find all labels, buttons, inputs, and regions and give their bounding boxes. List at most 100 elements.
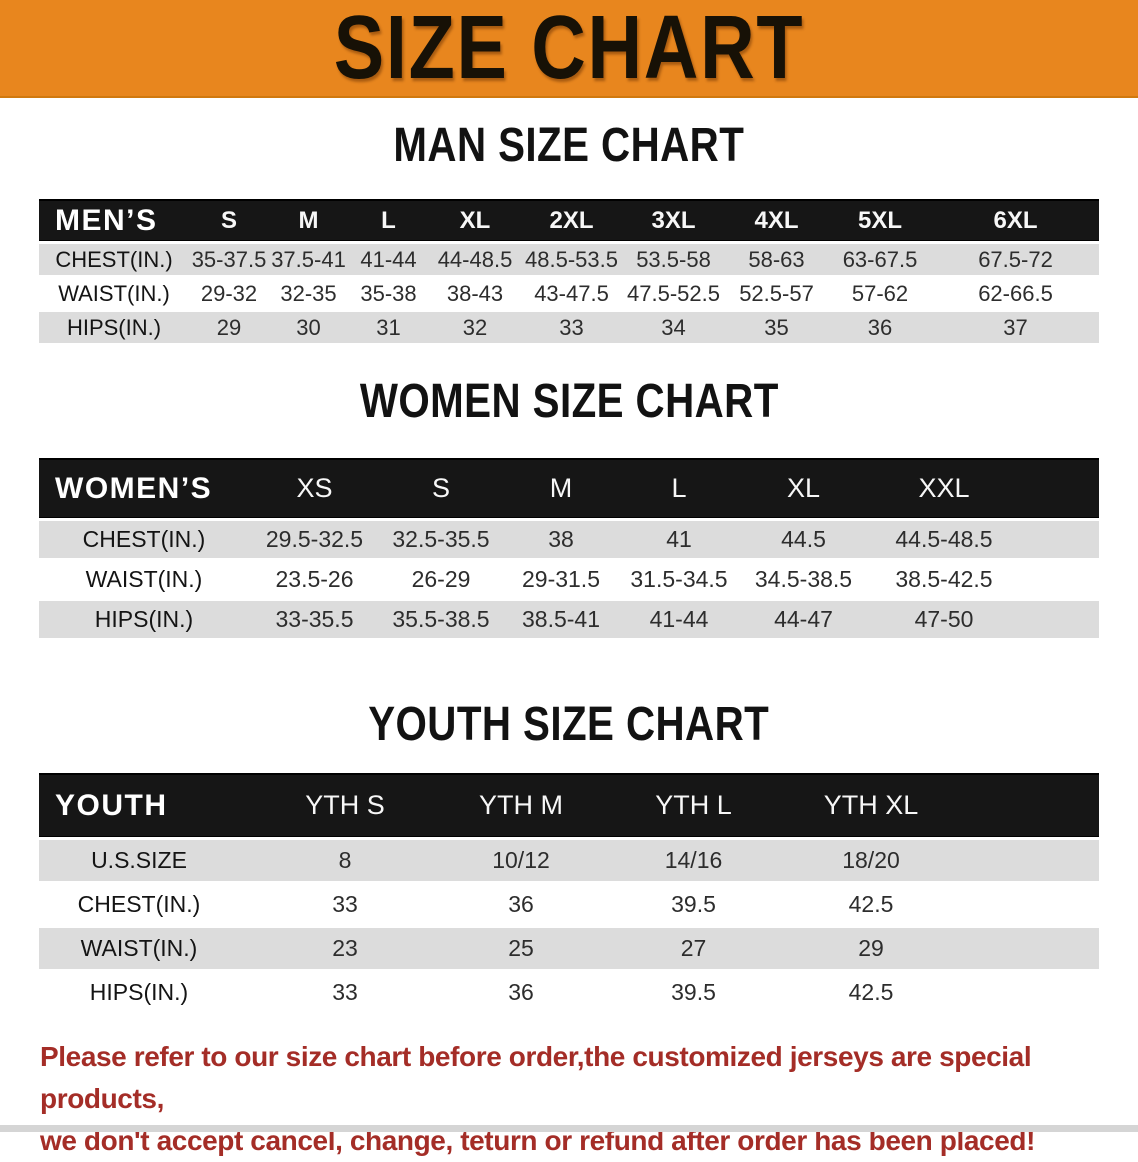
- women-hips-row: HIPS(IN.) 33-35.5 35.5-38.5 38.5-41 41-4…: [39, 601, 1099, 638]
- men-chest-6xl: 67.5-72: [932, 244, 1099, 275]
- men-waist-3xl: 47.5-52.5: [622, 278, 725, 309]
- women-waist-s: 26-29: [380, 561, 502, 598]
- men-chest-3xl: 53.5-58: [622, 244, 725, 275]
- men-hips-l: 31: [348, 312, 429, 343]
- women-col-l: L: [620, 458, 738, 518]
- women-chest-xl: 44.5: [738, 521, 869, 558]
- women-table-corner-label: WOMEN’S: [39, 458, 249, 518]
- youth-waist-label: WAIST(IN.): [39, 928, 239, 969]
- youth-waist-yth-l: 27: [591, 928, 796, 969]
- youth-chest-row: CHEST(IN.) 33 36 39.5 42.5: [39, 884, 1099, 925]
- youth-col-yth-xl: YTH XL: [796, 773, 946, 837]
- men-hips-4xl: 35: [725, 312, 828, 343]
- women-chest-xs: 29.5-32.5: [249, 521, 380, 558]
- women-waist-xl: 34.5-38.5: [738, 561, 869, 598]
- men-waist-m: 32-35: [269, 278, 348, 309]
- men-waist-2xl: 43-47.5: [521, 278, 622, 309]
- men-waist-row: WAIST(IN.) 29-32 32-35 35-38 38-43 43-47…: [39, 278, 1099, 309]
- women-chest-xxl: 44.5-48.5: [869, 521, 1019, 558]
- men-col-xl: XL: [429, 199, 521, 241]
- youth-chest-yth-xl: 42.5: [796, 884, 946, 925]
- men-chest-row: CHEST(IN.) 35-37.5 37.5-41 41-44 44-48.5…: [39, 244, 1099, 275]
- men-chest-5xl: 63-67.5: [828, 244, 932, 275]
- youth-waist-yth-xl: 29: [796, 928, 946, 969]
- men-hips-2xl: 33: [521, 312, 622, 343]
- youth-size-table: YOUTH YTH S YTH M YTH L YTH XL U.S.SIZE …: [39, 770, 1099, 1016]
- youth-chest-yth-s: 33: [239, 884, 451, 925]
- youth-ussize-label: U.S.SIZE: [39, 840, 239, 881]
- youth-hips-row: HIPS(IN.) 33 36 39.5 42.5: [39, 972, 1099, 1013]
- youth-ussize-yth-l: 14/16: [591, 840, 796, 881]
- youth-row-spacer: [946, 840, 1099, 881]
- disclaimer-text: Please refer to our size chart before or…: [40, 1036, 1138, 1162]
- women-hips-xs: 33-35.5: [249, 601, 380, 638]
- page-title: SIZE CHART: [333, 0, 805, 98]
- men-waist-l: 35-38: [348, 278, 429, 309]
- bottom-edge-strip: [0, 1125, 1138, 1132]
- youth-chest-yth-l: 39.5: [591, 884, 796, 925]
- youth-table-corner-label: YOUTH: [39, 773, 239, 837]
- men-col-s: S: [189, 199, 269, 241]
- women-col-xs: XS: [249, 458, 380, 518]
- youth-hips-label: HIPS(IN.): [39, 972, 239, 1013]
- youth-row-spacer: [946, 972, 1099, 1013]
- youth-chest-yth-m: 36: [451, 884, 591, 925]
- youth-ussize-yth-s: 8: [239, 840, 451, 881]
- youth-row-spacer: [946, 928, 1099, 969]
- women-section-heading: WOMEN SIZE CHART: [0, 378, 1138, 426]
- youth-row-spacer: [946, 884, 1099, 925]
- men-hips-6xl: 37: [932, 312, 1099, 343]
- youth-ussize-row: U.S.SIZE 8 10/12 14/16 18/20: [39, 840, 1099, 881]
- women-row-spacer: [1019, 601, 1099, 638]
- youth-ussize-yth-xl: 18/20: [796, 840, 946, 881]
- youth-table-header-row: YOUTH YTH S YTH M YTH L YTH XL: [39, 773, 1099, 837]
- youth-waist-yth-s: 23: [239, 928, 451, 969]
- women-section-heading-text: WOMEN SIZE CHART: [359, 375, 779, 428]
- men-chest-l: 41-44: [348, 244, 429, 275]
- men-chest-m: 37.5-41: [269, 244, 348, 275]
- youth-chest-label: CHEST(IN.): [39, 884, 239, 925]
- men-hips-row: HIPS(IN.) 29 30 31 32 33 34 35 36 37: [39, 312, 1099, 343]
- women-waist-row: WAIST(IN.) 23.5-26 26-29 29-31.5 31.5-34…: [39, 561, 1099, 598]
- youth-waist-row: WAIST(IN.) 23 25 27 29: [39, 928, 1099, 969]
- women-chest-label: CHEST(IN.): [39, 521, 249, 558]
- men-waist-4xl: 52.5-57: [725, 278, 828, 309]
- women-size-table: WOMEN’S XS S M L XL XXL CHEST(IN.) 29.5-…: [39, 455, 1099, 641]
- men-waist-5xl: 57-62: [828, 278, 932, 309]
- women-header-spacer: [1019, 458, 1099, 518]
- women-chest-l: 41: [620, 521, 738, 558]
- youth-col-yth-s: YTH S: [239, 773, 451, 837]
- men-chest-label: CHEST(IN.): [39, 244, 189, 275]
- women-waist-m: 29-31.5: [502, 561, 620, 598]
- men-col-3xl: 3XL: [622, 199, 725, 241]
- men-waist-6xl: 62-66.5: [932, 278, 1099, 309]
- men-col-2xl: 2XL: [521, 199, 622, 241]
- women-col-xxl: XXL: [869, 458, 1019, 518]
- youth-header-spacer: [946, 773, 1099, 837]
- men-section-heading: MAN SIZE CHART: [0, 122, 1138, 170]
- men-chest-xl: 44-48.5: [429, 244, 521, 275]
- men-waist-label: WAIST(IN.): [39, 278, 189, 309]
- women-waist-l: 31.5-34.5: [620, 561, 738, 598]
- men-chest-4xl: 58-63: [725, 244, 828, 275]
- men-hips-3xl: 34: [622, 312, 725, 343]
- women-col-s: S: [380, 458, 502, 518]
- men-hips-m: 30: [269, 312, 348, 343]
- men-hips-label: HIPS(IN.): [39, 312, 189, 343]
- youth-section-heading-text: YOUTH SIZE CHART: [368, 698, 770, 751]
- youth-section-heading: YOUTH SIZE CHART: [0, 701, 1138, 749]
- size-chart-banner: SIZE CHART: [0, 0, 1138, 98]
- men-table-header-row: MEN’S S M L XL 2XL 3XL 4XL 5XL 6XL: [39, 199, 1099, 241]
- women-hips-label: HIPS(IN.): [39, 601, 249, 638]
- men-col-4xl: 4XL: [725, 199, 828, 241]
- women-hips-s: 35.5-38.5: [380, 601, 502, 638]
- youth-hips-yth-s: 33: [239, 972, 451, 1013]
- women-col-xl: XL: [738, 458, 869, 518]
- youth-hips-yth-m: 36: [451, 972, 591, 1013]
- disclaimer-line-1: Please refer to our size chart before or…: [40, 1041, 1032, 1114]
- men-hips-xl: 32: [429, 312, 521, 343]
- men-table-corner-label: MEN’S: [39, 199, 189, 241]
- men-waist-s: 29-32: [189, 278, 269, 309]
- men-waist-xl: 38-43: [429, 278, 521, 309]
- women-row-spacer: [1019, 561, 1099, 598]
